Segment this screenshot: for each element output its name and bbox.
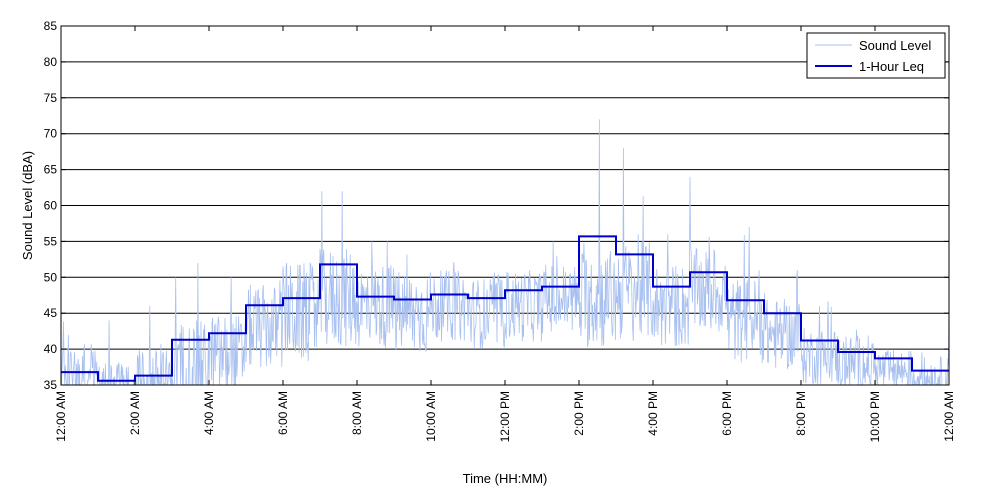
legend-entry-sound-level: Sound Level [859, 38, 931, 53]
x-tick-label: 2:00 AM [128, 391, 142, 435]
y-tick-label: 75 [44, 91, 58, 105]
y-tick-label: 85 [44, 19, 58, 33]
x-tick-label: 10:00 AM [424, 391, 438, 442]
x-tick-label: 2:00 PM [572, 391, 586, 436]
x-tick-label: 4:00 AM [202, 391, 216, 435]
y-tick-label: 65 [44, 163, 58, 177]
x-axis: 12:00 AM 2:00 AM 4:00 AM 6:00 AM 8:00 AM 10:0… [54, 26, 956, 442]
y-tick-label: 40 [44, 342, 58, 356]
x-tick-label: 12:00 AM [54, 391, 68, 442]
y-tick-label: 50 [44, 270, 58, 284]
series-1-hour-leq [61, 235, 949, 382]
x-tick-label: 6:00 PM [720, 391, 734, 436]
y-tick-label: 60 [44, 199, 58, 213]
legend-entry-1-hour-leq: 1-Hour Leq [859, 59, 924, 74]
legend: Sound Level 1-Hour Leq [806, 32, 946, 79]
x-axis-label: Time (HH:MM) [463, 471, 548, 486]
y-axis: 35 40 45 50 55 60 65 70 75 80 85 [44, 19, 949, 392]
y-axis-label: Sound Level (dBA) [20, 151, 35, 260]
x-tick-label: 8:00 PM [794, 391, 808, 436]
x-tick-label: 10:00 PM [868, 391, 882, 442]
x-tick-label: 12:00 AM [942, 391, 956, 442]
y-tick-label: 80 [44, 55, 58, 69]
x-tick-label: 8:00 AM [350, 391, 364, 435]
y-tick-label: 45 [44, 306, 58, 320]
y-tick-label: 55 [44, 234, 58, 248]
legend-box [806, 32, 946, 79]
x-tick-label: 12:00 PM [498, 391, 512, 442]
y-tick-label: 70 [44, 127, 58, 141]
x-tick-label: 4:00 PM [646, 391, 660, 436]
x-tick-label: 6:00 AM [276, 391, 290, 435]
y-tick-label: 35 [44, 378, 58, 392]
